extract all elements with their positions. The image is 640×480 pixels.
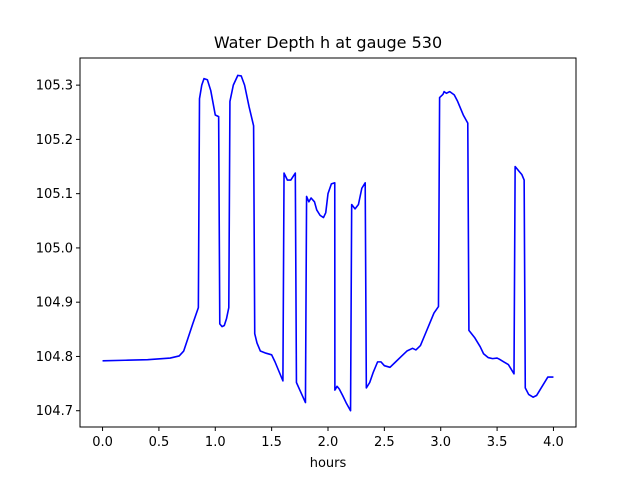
- y-tick-label: 104.9: [36, 296, 73, 311]
- x-tick-label: 3.5: [487, 435, 508, 450]
- x-tick-label: 1.5: [261, 435, 282, 450]
- series-line-0: [102, 74, 554, 412]
- x-tick-label: 0.5: [149, 435, 170, 450]
- y-tick-label: 105.0: [36, 241, 73, 256]
- y-tick-label: 105.2: [36, 133, 73, 148]
- x-tick-label: 2.0: [318, 435, 339, 450]
- y-tick-label: 104.8: [36, 350, 73, 365]
- y-tick-label: 105.3: [36, 79, 73, 94]
- x-tick-label: 0.0: [92, 435, 113, 450]
- x-tick-label: 1.0: [205, 435, 226, 450]
- y-tick-label: 105.1: [36, 187, 73, 202]
- plot-frame: [79, 57, 577, 428]
- x-tick-label: 2.5: [374, 435, 395, 450]
- x-axis-label: hours: [310, 456, 347, 471]
- y-tick-label: 104.7: [36, 404, 73, 419]
- chart-title: Water Depth h at gauge 530: [214, 33, 442, 52]
- x-tick-label: 4.0: [543, 435, 564, 450]
- x-tick-label: 3.0: [430, 435, 451, 450]
